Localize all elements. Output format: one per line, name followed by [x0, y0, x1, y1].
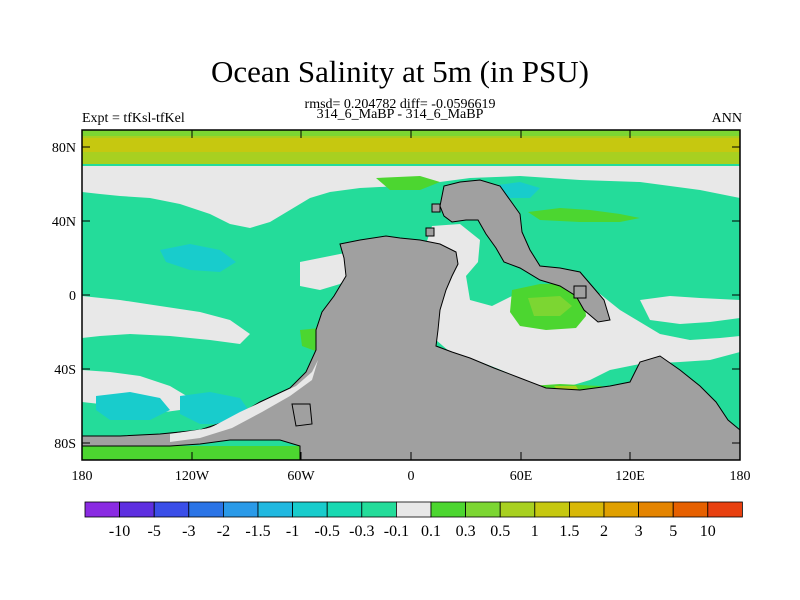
colorbar-swatch: [326, 501, 363, 518]
colorbar-label: -0.5: [315, 523, 340, 540]
lon-tick-label: 180: [72, 469, 93, 484]
colorbar-swatch: [153, 501, 190, 518]
colorbar-swatch: [222, 501, 259, 518]
colorbar-label: -10: [109, 523, 130, 540]
colorbar-label: -3: [182, 523, 195, 540]
lon-tick-label: 120E: [615, 469, 645, 484]
colorbar-label: 2: [600, 523, 608, 540]
colorbar-label: -1: [286, 523, 299, 540]
coastal-neutral: [170, 360, 318, 442]
colorbar-label: 3: [635, 523, 643, 540]
lon-labels: 180 120W 60W 0 60E 120E 180: [72, 469, 751, 484]
lon-tick-label: 120W: [175, 469, 210, 484]
colorbar-label: -2: [217, 523, 230, 540]
colorbar-swatch: [188, 501, 224, 518]
land: [82, 179, 740, 460]
colorbar-swatch: [395, 501, 432, 518]
colorbar-label: -0.3: [349, 523, 374, 540]
colorbar-swatch: [707, 501, 743, 518]
colorbar-swatch: [465, 501, 501, 518]
colorbar: [84, 501, 743, 518]
colorbar-label: -5: [148, 523, 161, 540]
colorbar-swatch: [569, 501, 605, 518]
season-label: ANN: [711, 111, 742, 126]
colorbar-swatch: [499, 501, 536, 518]
map-title: Ocean Salinity at 5m (in PSU): [211, 54, 589, 89]
colorbar-swatch: [672, 501, 709, 518]
lat-labels: 80N 40N 0 40S 80S: [52, 141, 76, 452]
lat-tick-label: 40N: [52, 215, 76, 230]
colorbar-label: 10: [700, 523, 716, 540]
cases-line: 314_6_MaBP - 314_6_MaBP: [316, 107, 484, 122]
colorbar-swatch: [257, 501, 293, 518]
colorbar-swatch: [430, 501, 466, 518]
lon-tick-label: 0: [408, 469, 415, 484]
map-field: [82, 130, 740, 460]
lat-tick-label: 40S: [54, 363, 76, 378]
colorbar-labels: -10 -5 -3 -2 -1.5 -1 -0.5 -0.3 -0.1 0.1 0.3 0.5 1 1.5…: [109, 523, 716, 540]
colorbar-label: 0.1: [421, 523, 441, 540]
colorbar-swatch: [119, 501, 155, 518]
lat-tick-label: 80N: [52, 141, 76, 156]
arctic-band-high: [82, 138, 740, 152]
stats-line: rmsd= 0.204782 diff= -0.0596619: [304, 97, 496, 112]
colorbar-swatch: [603, 501, 639, 518]
colorbar-label: 0.5: [490, 523, 510, 540]
colorbar-label: 5: [669, 523, 677, 540]
colorbar-swatch: [292, 501, 328, 518]
colorbar-swatch: [638, 501, 674, 518]
tick-marks: [81, 130, 741, 460]
colorbar-label: 1.5: [559, 523, 579, 540]
colorbar-swatch: [361, 501, 397, 518]
colorbar-swatch: [84, 501, 120, 518]
colorbar-swatch: [534, 501, 570, 518]
lon-tick-label: 60E: [510, 469, 533, 484]
lat-tick-label: 80S: [54, 437, 76, 452]
lat-tick-label: 0: [69, 289, 76, 304]
colorbar-label: -0.1: [384, 523, 409, 540]
experiment-label: Expt = tfKsl-tfKel: [82, 111, 185, 126]
colorbar-label: -1.5: [245, 523, 270, 540]
colorbar-label: 0.3: [456, 523, 476, 540]
lon-tick-label: 60W: [287, 469, 315, 484]
lon-tick-label: 180: [730, 469, 751, 484]
colorbar-label: 1: [531, 523, 539, 540]
